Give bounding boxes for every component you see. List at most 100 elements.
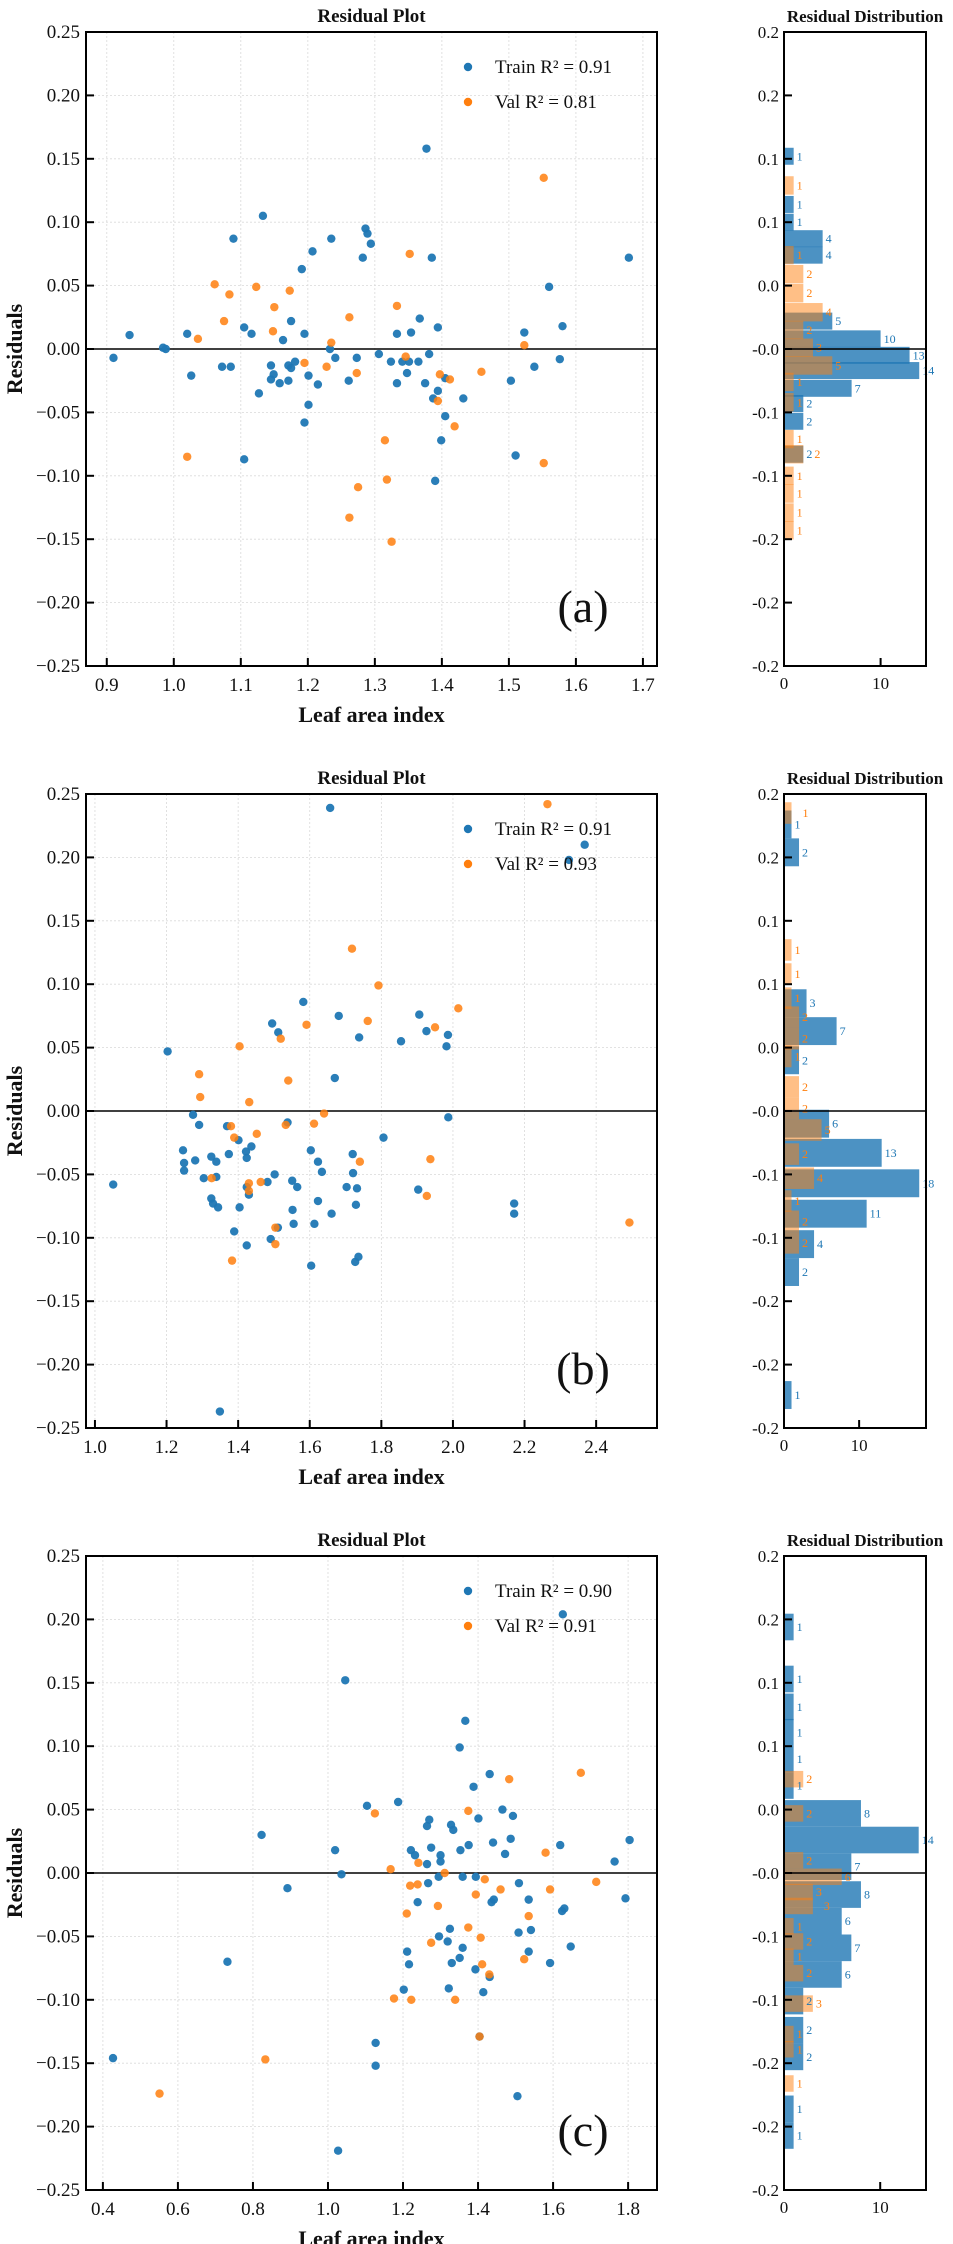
val-count-label: 2 <box>806 1772 812 1786</box>
train-point <box>625 1835 634 1845</box>
train-count-label: 2 <box>806 2050 812 2064</box>
x-tick-label: 0.9 <box>95 675 119 696</box>
val-point <box>392 301 402 311</box>
train-point <box>469 1782 478 1791</box>
val-point <box>464 1806 473 1816</box>
train-point <box>306 1261 316 1270</box>
train-hist-bar <box>784 147 794 165</box>
val-point <box>268 327 278 336</box>
val-count-label: 6 <box>845 1870 851 1884</box>
val-point <box>355 1157 365 1166</box>
train-count-label: 1 <box>797 215 803 229</box>
val-point <box>370 1809 380 1818</box>
train-count-label: 1 <box>797 197 803 211</box>
x-tick-label: 0.6 <box>166 2199 190 2220</box>
val-count-label: 2 <box>802 1032 808 1046</box>
legend-val-label: Val R² = 0.93 <box>495 854 597 875</box>
val-point <box>345 313 354 322</box>
train-count-label: 11 <box>870 1207 882 1221</box>
train-point <box>325 803 335 813</box>
train-point <box>433 323 443 332</box>
train-count-label: 3 <box>810 996 816 1010</box>
train-point <box>299 997 308 1007</box>
train-point <box>362 1801 372 1810</box>
train-point <box>363 229 372 238</box>
val-point <box>210 280 219 289</box>
train-point <box>474 1814 483 1823</box>
train-count-label: 5 <box>835 314 841 328</box>
x-tick-label: 1.2 <box>296 675 320 696</box>
x-tick-label: 2.4 <box>584 1437 608 1458</box>
val-point <box>374 981 383 990</box>
val-hist-bar <box>784 2025 794 2043</box>
val-point <box>477 1960 487 1969</box>
val-count-label: 3 <box>824 1899 830 1913</box>
val-point <box>386 1864 395 1874</box>
train-count-label: 1 <box>797 1620 803 1634</box>
y-tick-label: 0.20 <box>47 847 80 868</box>
train-point <box>621 1894 630 1903</box>
train-count-label: 13 <box>913 348 925 362</box>
y-tick-label: −0.25 <box>36 2180 80 2201</box>
hist-y-tick-label: -0.1 <box>752 467 779 486</box>
train-point <box>396 1037 406 1046</box>
train-count-label: 2 <box>802 1053 808 1067</box>
train-point <box>187 371 196 380</box>
hist-y-tick-label: 0.2 <box>758 1610 779 1629</box>
val-count-label: 3 <box>816 1997 822 2011</box>
val-point <box>271 1239 280 1249</box>
train-point <box>304 400 313 409</box>
train-point <box>327 1209 336 1218</box>
val-count-label: 1 <box>797 1950 803 1964</box>
x-tick-label: 1.4 <box>226 1437 250 1458</box>
train-point <box>325 344 335 354</box>
val-count-label: 1 <box>797 523 803 537</box>
train-point <box>351 1200 361 1210</box>
val-point <box>276 1034 285 1043</box>
train-point <box>624 253 634 262</box>
train-point <box>337 1870 346 1879</box>
val-point <box>387 537 396 546</box>
y-tick-label: −0.25 <box>36 656 80 677</box>
train-hist-bar <box>784 412 804 430</box>
train-point <box>415 1010 424 1019</box>
train-point <box>393 1797 403 1807</box>
legend-val-marker <box>463 1621 473 1631</box>
val-point <box>496 1885 505 1894</box>
val-hist-bar <box>784 445 804 464</box>
train-point <box>333 2146 343 2155</box>
train-hist-bar <box>784 2095 794 2123</box>
hist-x-tick-label: 0 <box>780 1436 789 1455</box>
val-count-label: 1 <box>797 487 803 501</box>
train-point <box>263 1177 272 1187</box>
hist-y-tick-label: -0.2 <box>752 1356 779 1375</box>
train-point <box>530 362 539 371</box>
train-point <box>447 1958 456 1968</box>
y-tick-label: 0.00 <box>47 339 80 360</box>
val-point <box>576 1768 586 1778</box>
train-point <box>558 321 567 331</box>
train-point <box>455 1953 464 1963</box>
train-point <box>430 476 440 486</box>
train-point <box>313 1196 323 1206</box>
hist-y-tick-label: 0.1 <box>758 912 779 931</box>
train-point <box>441 412 450 421</box>
y-tick-label: −0.20 <box>36 1355 80 1376</box>
train-point <box>179 1166 189 1175</box>
val-hist-bar <box>784 1097 800 1120</box>
train-point <box>544 282 554 292</box>
train-hist-bar <box>784 1693 794 1721</box>
y-tick-label: 0.15 <box>47 149 80 170</box>
val-point <box>539 173 548 183</box>
hist-y-tick-label: -0.0 <box>752 340 779 359</box>
train-count-label: 6 <box>845 1914 851 1928</box>
train-hist-bar <box>784 838 800 867</box>
val-point <box>345 513 354 522</box>
val-point <box>245 1097 254 1107</box>
train-point <box>161 344 170 354</box>
legend-val-label: Val R² = 0.81 <box>495 92 597 113</box>
val-hist-bar <box>784 1948 794 1965</box>
y-tick-label: −0.10 <box>36 1990 80 2011</box>
val-point <box>225 290 234 299</box>
train-point <box>327 234 336 243</box>
